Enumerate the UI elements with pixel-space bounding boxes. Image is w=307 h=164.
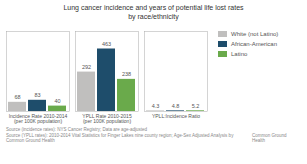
html-text:African-American: African-American	[231, 41, 277, 48]
html-text:Latino: Latino	[231, 51, 248, 58]
svg-text:68: 68	[14, 95, 20, 101]
html-text:Lung cancer incidence and year: Lung cancer incidence and years of poten…	[63, 4, 244, 21]
html-text:Source (incidence rates): NYS: Source (incidence rates): NYS Cancer Reg…	[6, 127, 148, 133]
svg-text:Incidence Rate 2010-2014(per 1: Incidence Rate 2010-2014(per 100K popula…	[9, 113, 68, 124]
svg-text:4.3: 4.3	[152, 103, 160, 109]
svg-text:5.2: 5.2	[192, 103, 200, 109]
html-text:White (not Latino): White (not Latino)	[231, 31, 279, 38]
svg-text:83: 83	[34, 92, 40, 98]
svg-text:YPLL:Incidence Ratio: YPLL:Incidence Ratio	[152, 113, 200, 119]
svg-text:292: 292	[82, 64, 91, 70]
svg-text:238: 238	[122, 72, 131, 78]
svg-text:4.8: 4.8	[172, 103, 180, 109]
html-text:Common Ground Health: Common Ground Health	[252, 132, 287, 144]
html-text:Source (YPLL rates): 2010-2014: Source (YPLL rates): 2010-2014 Vital Sta…	[6, 132, 234, 144]
svg-text:40: 40	[54, 98, 60, 104]
svg-text:YPLL Rate 2010-2015(per 100K p: YPLL Rate 2010-2015(per 100K population)	[82, 113, 132, 124]
svg-text:463: 463	[102, 41, 111, 47]
